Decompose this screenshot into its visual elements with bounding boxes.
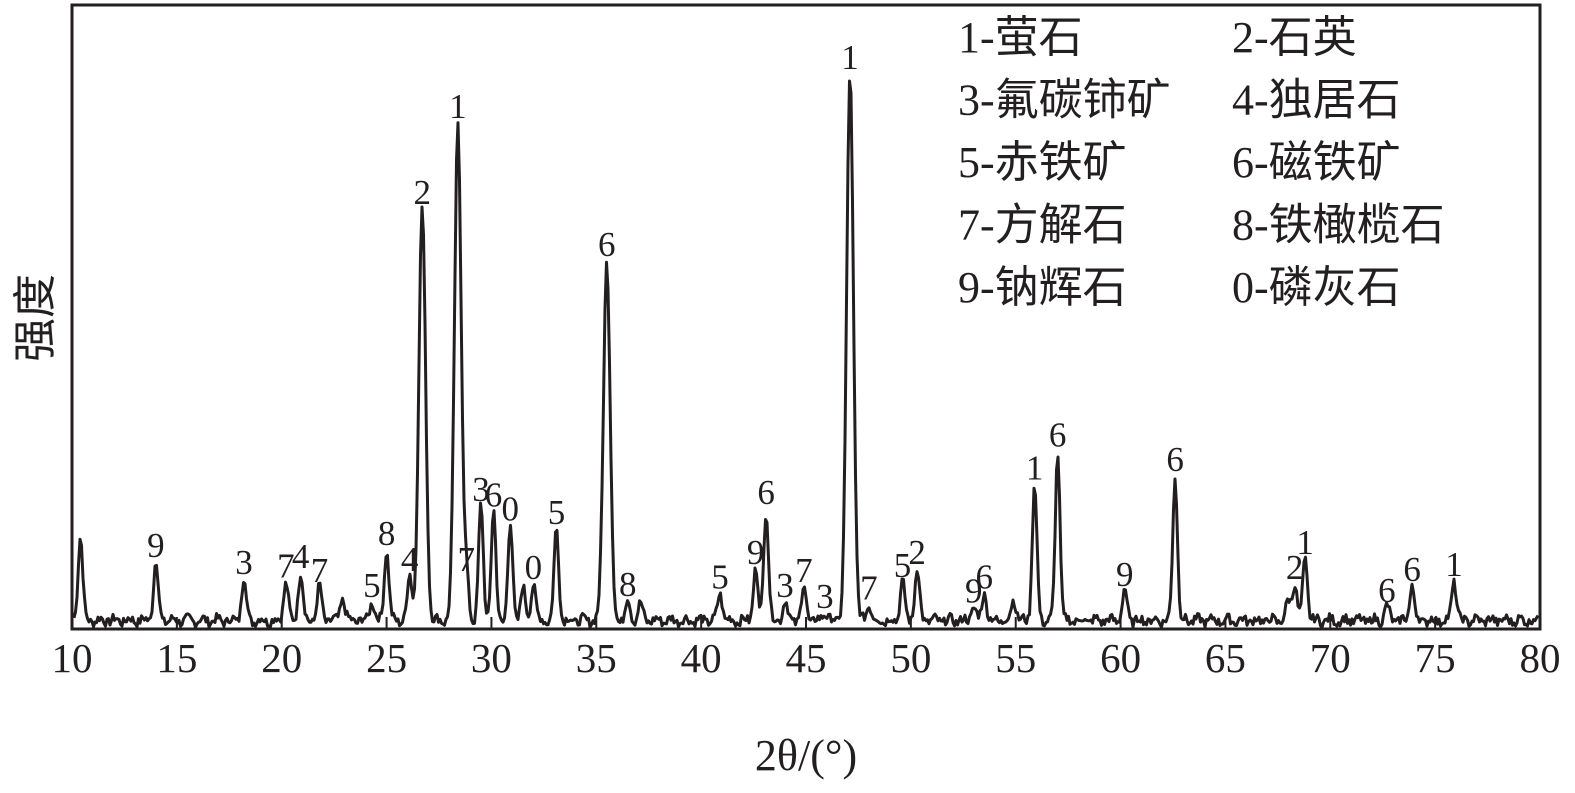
peak-label: 8 xyxy=(378,514,396,553)
x-axis-label: 2θ/(°) xyxy=(755,731,857,780)
x-tick-label: 60 xyxy=(1100,635,1141,681)
peak-label: 6 xyxy=(1049,415,1067,454)
peak-label: 3 xyxy=(472,470,490,509)
x-tick-label: 30 xyxy=(471,635,512,681)
peak-label: 8 xyxy=(619,565,637,604)
peak-label: 6 xyxy=(1378,571,1396,610)
peak-label: 7 xyxy=(311,551,329,590)
peak-label: 6 xyxy=(1403,550,1421,589)
peak-label: 0 xyxy=(502,489,520,528)
x-tick-label: 45 xyxy=(786,635,827,681)
peak-label: 7 xyxy=(458,540,476,579)
peak-label: 5 xyxy=(711,558,729,597)
x-tick-label: 15 xyxy=(156,635,197,681)
x-tick-label: 75 xyxy=(1415,635,1456,681)
legend-entry: 8-铁橄榄石 xyxy=(1232,201,1445,250)
x-tick-label: 70 xyxy=(1310,635,1351,681)
peak-label: 5 xyxy=(894,546,912,585)
legend-entry: 2-石英 xyxy=(1232,13,1357,62)
peak-label: 4 xyxy=(292,537,310,576)
legend: 1-萤石 2-石英 3-氟碳铈矿 4-独居石 5-赤铁矿 6-磁铁矿 7-方解石 8-铁橄榄石… xyxy=(958,13,1445,312)
peak-label: 6 xyxy=(485,476,503,515)
x-tick-label: 40 xyxy=(681,635,722,681)
legend-entry: 5-赤铁矿 xyxy=(958,138,1127,187)
x-tick-label: 55 xyxy=(995,635,1036,681)
legend-entry: 7-方解石 xyxy=(958,201,1127,250)
x-tick-label: 25 xyxy=(366,635,407,681)
peak-label: 3 xyxy=(235,543,253,582)
peak-label: 1 xyxy=(1296,523,1314,562)
legend-entry: 6-磁铁矿 xyxy=(1232,138,1401,187)
legend-entry: 3-氟碳铈矿 xyxy=(958,76,1171,125)
peak-label: 6 xyxy=(976,558,994,597)
peak-label: 2 xyxy=(908,533,926,572)
peak-label: 0 xyxy=(525,548,543,587)
peak-label: 9 xyxy=(1116,555,1134,594)
peak-label: 7 xyxy=(860,569,878,608)
x-tick-label: 80 xyxy=(1520,635,1561,681)
peak-label: 1 xyxy=(841,38,859,77)
x-tick-label: 10 xyxy=(52,635,93,681)
legend-entry: 0-磷灰石 xyxy=(1232,263,1401,312)
peak-label: 5 xyxy=(363,566,381,605)
xrd-pattern-line xyxy=(72,79,1540,629)
peak-label: 4 xyxy=(401,540,419,579)
legend-entry: 1-萤石 xyxy=(958,13,1083,62)
peak-label: 6 xyxy=(1166,440,1184,479)
peak-label: 6 xyxy=(598,225,616,264)
peak-label: 7 xyxy=(277,547,295,586)
legend-entry: 4-独居石 xyxy=(1232,76,1401,125)
y-axis-label: 强度 xyxy=(11,274,60,362)
legend-entry: 9-钠辉石 xyxy=(958,263,1127,312)
x-axis: 10 15 20 25 30 35 40 45 50 55 60 65 70 75 80 xyxy=(52,617,1561,681)
peak-label: 9 xyxy=(965,571,983,610)
x-tick-label: 65 xyxy=(1205,635,1246,681)
plot-area xyxy=(72,79,1540,629)
peak-label: 5 xyxy=(548,493,566,532)
peak-label: 7 xyxy=(795,551,813,590)
peak-label: 6 xyxy=(757,473,775,512)
peak-label: 1 xyxy=(1445,545,1463,584)
x-tick-label: 35 xyxy=(576,635,617,681)
peak-label: 9 xyxy=(747,533,765,572)
x-tick-label: 20 xyxy=(261,635,302,681)
peak-label: 9 xyxy=(147,526,165,565)
peak-label: 3 xyxy=(816,577,834,616)
peak-label: 1 xyxy=(449,87,467,126)
peak-label: 2 xyxy=(1286,548,1304,587)
peak-label: 2 xyxy=(413,173,431,212)
peak-label: 1 xyxy=(1026,448,1044,487)
peak-label: 3 xyxy=(776,566,794,605)
x-tick-label: 50 xyxy=(890,635,931,681)
